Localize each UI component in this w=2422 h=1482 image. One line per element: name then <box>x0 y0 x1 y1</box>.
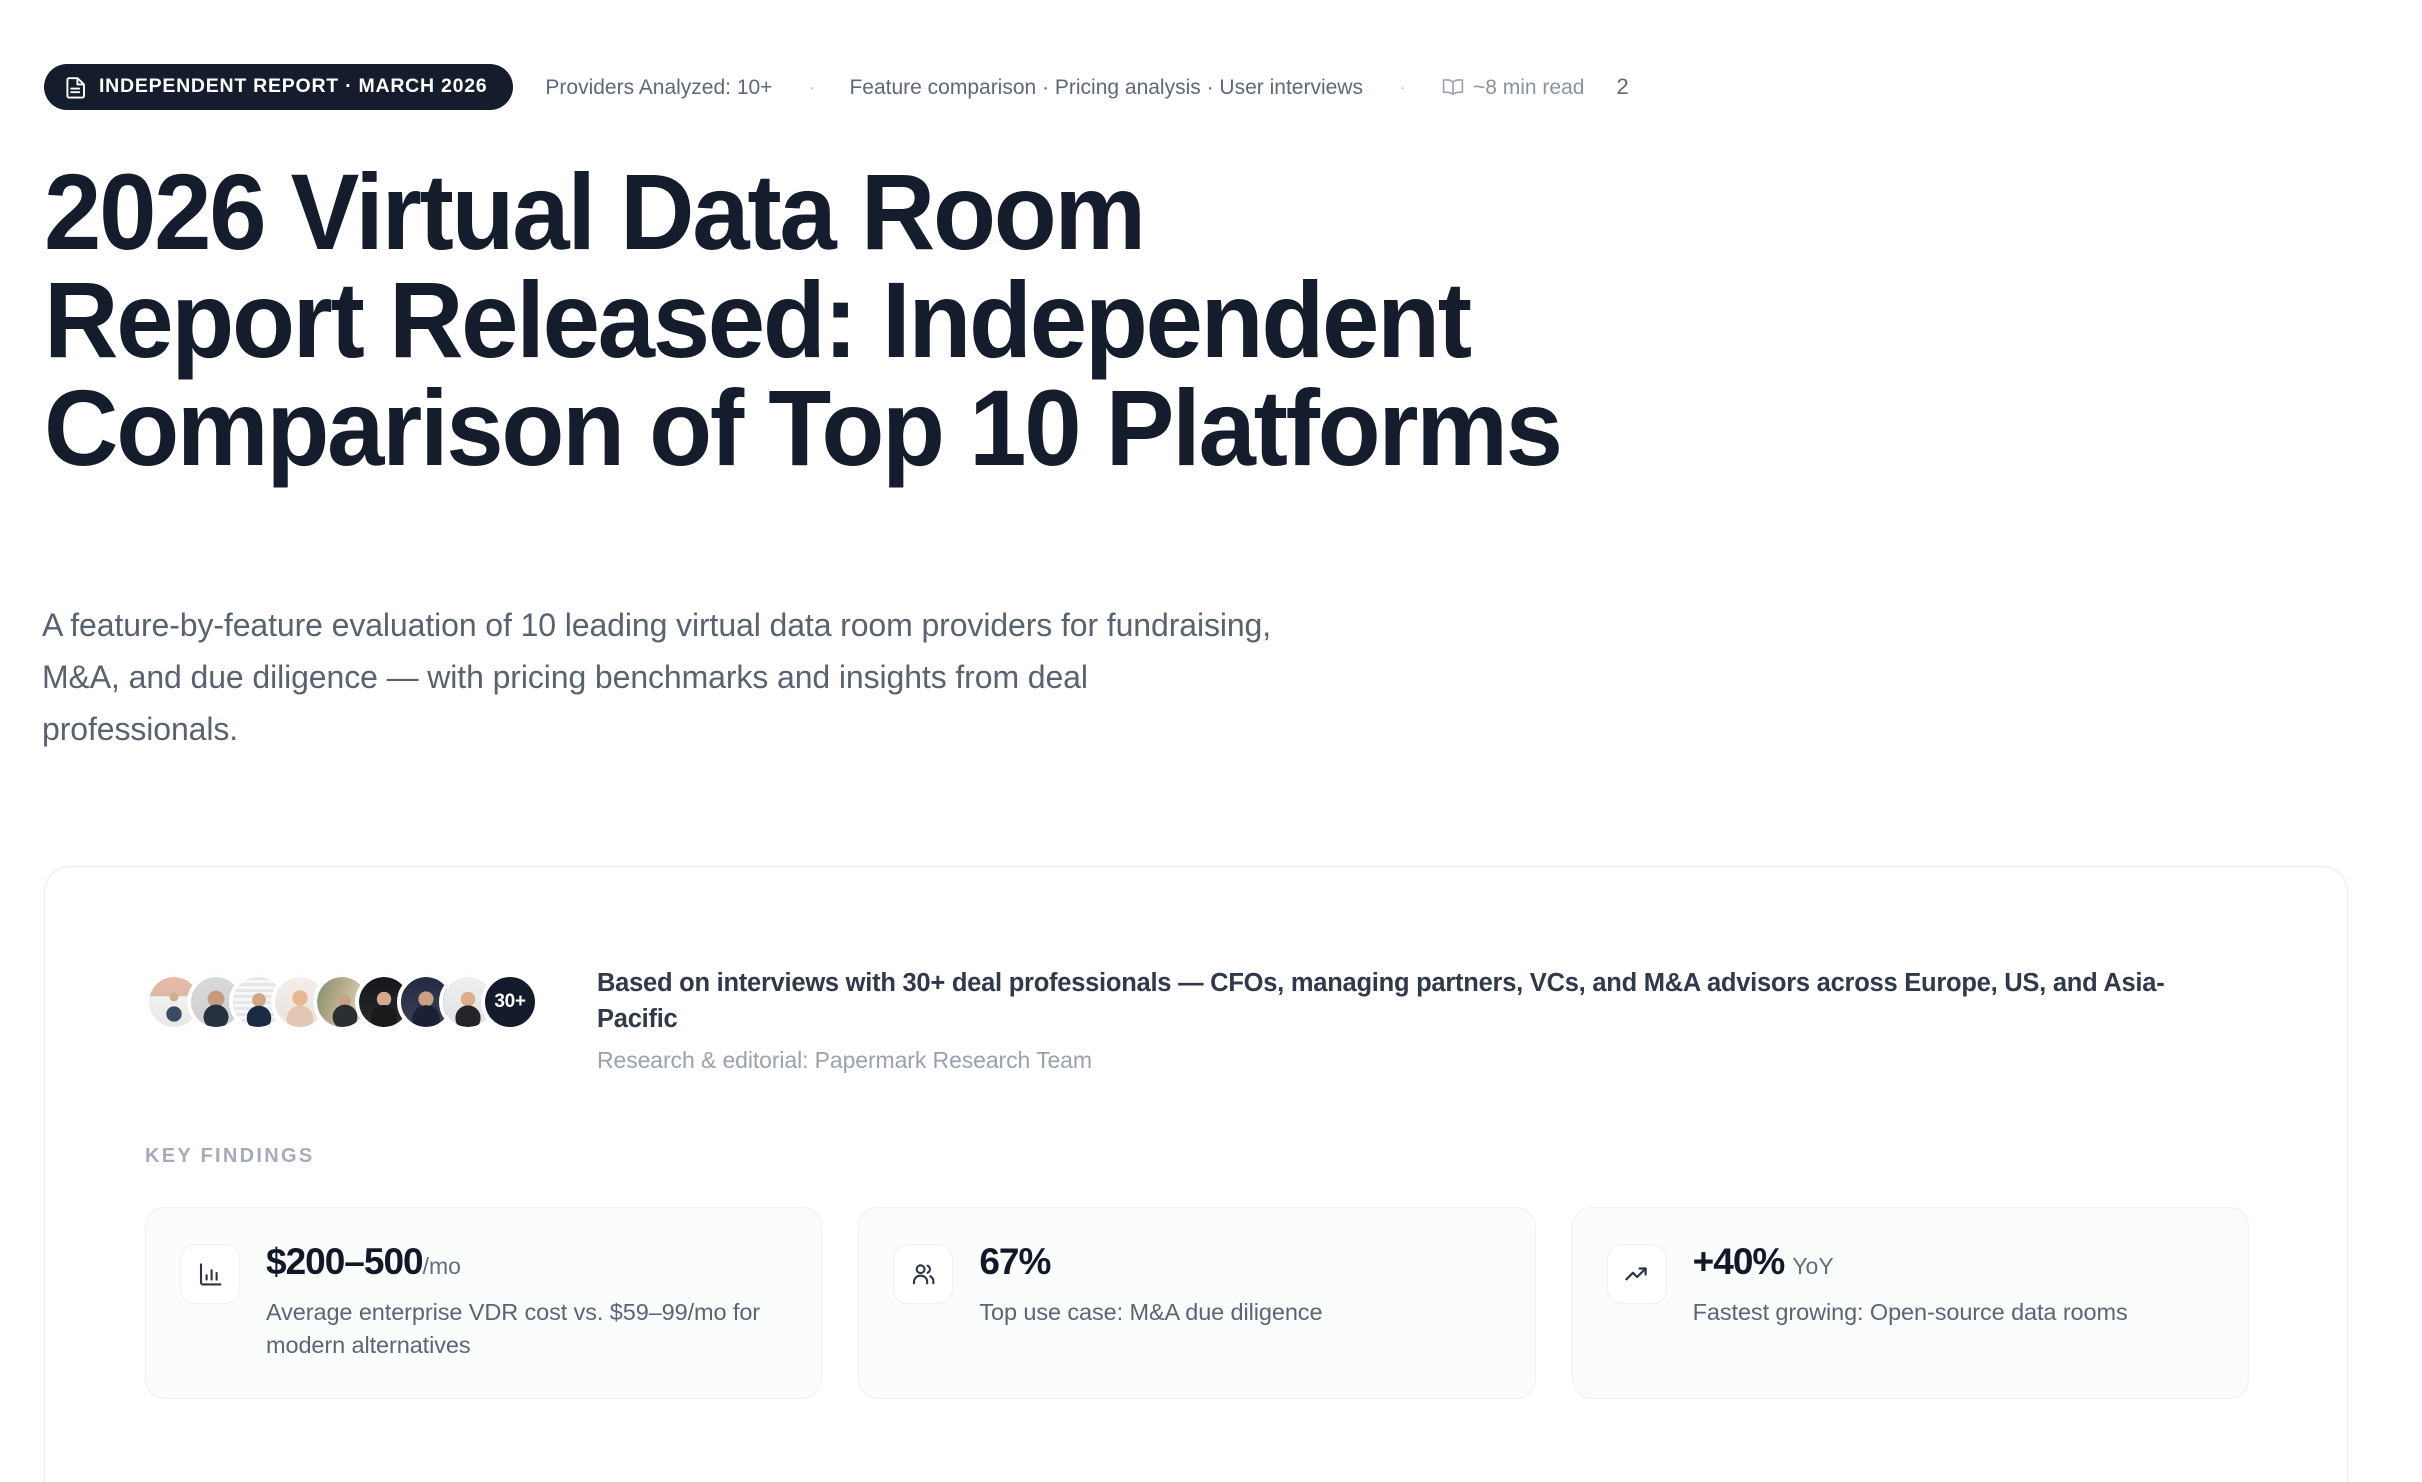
headline-line-3: Comparison of Top 10 Platforms <box>44 367 1563 488</box>
interview-description: Based on interviews with 30+ deal profes… <box>597 969 2165 1034</box>
stat-value: $200–500/mo <box>266 1241 787 1282</box>
subtitle-line-3: professionals. <box>42 710 239 747</box>
research-credit: Research & editorial: Papermark Research… <box>597 1047 1092 1074</box>
report-summary-card: 30+ Based on interviews with 30+ deal pr… <box>44 866 2348 1482</box>
users-icon <box>893 1244 954 1304</box>
meta-separator-1: · <box>808 75 816 99</box>
document-icon <box>66 76 87 99</box>
interview-text: Based on interviews with 30+ deal profes… <box>597 965 2167 1076</box>
meta-count: 2 <box>1616 74 1629 99</box>
subtitle-line-2: M&A, and due diligence — with pricing be… <box>42 658 1088 695</box>
stat-description: Fastest growing: Open-source data rooms <box>1692 1298 2128 1325</box>
meta-bar: INDEPENDENT REPORT · MARCH 2026 Provider… <box>44 64 1629 110</box>
stat-value-number: 67% <box>979 1241 1051 1282</box>
read-time-label: ~8 min read <box>1472 75 1585 99</box>
stat-value: 67% <box>979 1241 1322 1282</box>
report-badge-label: INDEPENDENT REPORT · MARCH 2026 <box>99 75 488 98</box>
headline-line-1: 2026 Virtual Data Room <box>44 151 1146 272</box>
bar-chart-icon <box>180 1244 240 1304</box>
page-subtitle: A feature-by-feature evaluation of 10 le… <box>42 600 1642 755</box>
stat-value: +40% YoY <box>1692 1241 2128 1282</box>
stat-description: Average enterprise VDR cost vs. $59–99/m… <box>266 1298 761 1359</box>
report-topics: Feature comparison · Pricing analysis · … <box>849 75 1363 99</box>
interview-row: 30+ Based on interviews with 30+ deal pr… <box>145 965 2167 1076</box>
providers-analyzed: Providers Analyzed: 10+ <box>545 75 773 99</box>
stat-description: Top use case: M&A due diligence <box>979 1298 1323 1325</box>
trending-up-icon <box>1606 1244 1667 1304</box>
stat-card-use-case: 67% Top use case: M&A due diligence <box>858 1207 1536 1399</box>
avatar-overflow-badge: 30+ <box>481 973 539 1031</box>
stat-card-growth: +40% YoY Fastest growing: Open-source dat… <box>1571 1207 2249 1399</box>
stat-body: +40% YoY Fastest growing: Open-source dat… <box>1693 1242 2128 1329</box>
meta-separator-2: · <box>1398 75 1406 99</box>
stat-body: 67% Top use case: M&A due diligence <box>979 1242 1322 1329</box>
stat-value-number: +40% <box>1692 1241 1786 1282</box>
headline-line-2: Report Released: Independent <box>44 259 1472 380</box>
page-title: 2026 Virtual Data Room Report Released: … <box>44 158 1763 482</box>
subtitle-line-1: A feature-by-feature evaluation of 10 le… <box>42 607 1272 643</box>
report-badge: INDEPENDENT REPORT · MARCH 2026 <box>44 64 514 110</box>
key-findings-list: $200–500/mo Average enterprise VDR cost … <box>145 1207 2249 1399</box>
stat-card-cost: $200–500/mo Average enterprise VDR cost … <box>145 1207 823 1399</box>
avatar-stack: 30+ <box>145 973 539 1031</box>
stat-value-unit: YoY <box>1792 1253 1834 1279</box>
book-open-icon <box>1442 78 1464 96</box>
stat-body: $200–500/mo Average enterprise VDR cost … <box>266 1242 787 1363</box>
read-time: ~8 min read <box>1442 77 1584 98</box>
key-findings-label: KEY FINDINGS <box>145 1145 315 1167</box>
stat-value-number: $200–500 <box>266 1241 424 1282</box>
stat-value-unit: /mo <box>422 1253 461 1279</box>
